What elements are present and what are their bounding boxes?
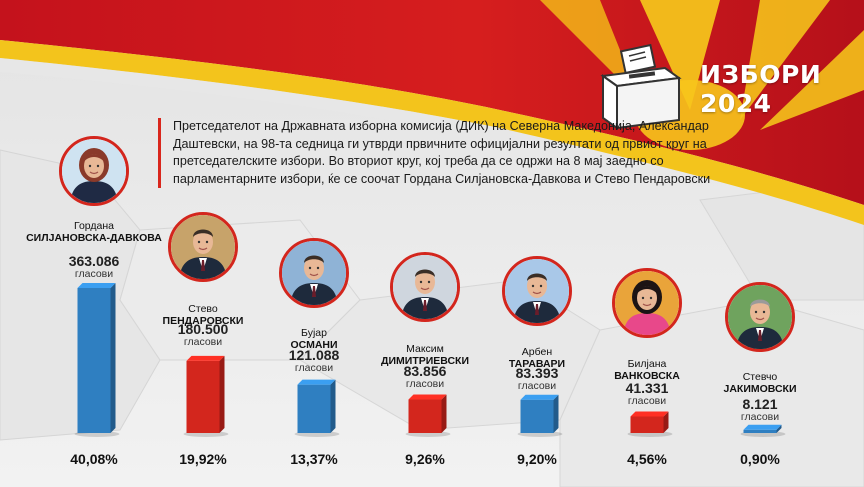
vote-count-value: 83.393: [515, 365, 559, 381]
vote-count-label: гласови: [517, 380, 557, 392]
bar: [294, 379, 340, 437]
headline-line2: 2024: [700, 89, 772, 118]
candidate-portrait: [502, 256, 572, 326]
candidate-last-name: ДИМИТРИЕВСКИ: [380, 355, 470, 367]
candidate-name: Арбен ТАРАВАРИ: [509, 346, 565, 370]
percentage-label: 40,08%: [70, 451, 118, 467]
candidate-portrait: [612, 268, 682, 338]
candidate-last-name: СИЛЈАНОВСКА-ДАВКОВА: [26, 232, 162, 244]
vote-count-value: 180.500: [177, 321, 229, 337]
candidate-first-name: Максим: [406, 343, 444, 355]
woman-portrait-icon: [615, 271, 679, 335]
percentage-label: 9,26%: [405, 451, 445, 467]
candidate-name: Бујар ОСМАНИ: [290, 327, 337, 351]
candidate-first-name: Стево: [188, 303, 218, 315]
candidate-portrait: [725, 282, 795, 352]
vote-count-label: гласови: [294, 362, 334, 374]
vote-count: 8.121 гласови: [741, 397, 779, 423]
description-text: Претседателот на Државната изборна комис…: [158, 118, 713, 188]
vote-count-value: 121.088: [288, 347, 340, 363]
candidate-name: Гордана СИЛЈАНОВСКА-ДАВКОВА: [26, 220, 162, 244]
candidate-last-name: ВАНКОВСКА: [614, 370, 680, 382]
headline-line1: ИЗБОРИ: [700, 60, 822, 89]
vote-count-value: 8.121: [742, 396, 778, 412]
candidate-portrait: [279, 238, 349, 308]
vote-count-label: гласови: [740, 411, 780, 423]
ballot-box-icon: [600, 43, 682, 130]
bar: [740, 424, 786, 437]
vote-count: 121.088 гласови: [289, 348, 340, 374]
candidate-name: Билјана ВАНКОВСКА: [614, 358, 680, 382]
vote-count-label: гласови: [183, 336, 223, 348]
candidate-first-name: Арбен: [521, 346, 553, 358]
percentage-label: 0,90%: [740, 451, 780, 467]
man-portrait-icon: [171, 215, 235, 279]
percentage-label: 9,20%: [517, 451, 557, 467]
candidate-portrait: [168, 212, 238, 282]
vote-count-label: гласови: [74, 268, 114, 280]
percentage-label: 13,37%: [290, 451, 338, 467]
bar: [627, 411, 673, 437]
man-portrait-icon: [282, 241, 346, 305]
bar: [183, 355, 229, 437]
vote-count-label: гласови: [627, 395, 667, 407]
vote-count: 180.500 гласови: [178, 322, 229, 348]
man-portrait-icon: [505, 259, 569, 323]
man-portrait-icon: [728, 285, 792, 349]
bar: [517, 394, 563, 437]
vote-count: 83.393 гласови: [516, 366, 559, 392]
candidate-first-name: Билјана: [627, 358, 667, 370]
headline: ИЗБОРИ 2024: [700, 60, 822, 118]
candidate-first-name: Стевчо: [742, 371, 778, 383]
vote-count-value: 83.856: [403, 363, 447, 379]
vote-count-value: 363.086: [68, 253, 120, 269]
percentage-label: 19,92%: [179, 451, 227, 467]
percentage-label: 4,56%: [627, 451, 667, 467]
candidate-portrait: [59, 136, 129, 206]
candidate-last-name: ПЕНДАРОВСКИ: [162, 315, 244, 327]
candidate-portrait: [390, 252, 460, 322]
bar: [405, 394, 451, 437]
candidate-first-name: Гордана: [73, 220, 115, 232]
man-portrait-icon: [393, 255, 457, 319]
vote-count: 41.331 гласови: [626, 381, 669, 407]
candidate-last-name: ЈАКИМОВСКИ: [723, 383, 797, 395]
candidate-first-name: Бујар: [301, 327, 327, 339]
candidate-last-name: ОСМАНИ: [290, 339, 338, 351]
bar: [74, 283, 120, 437]
vote-count: 83.856 гласови: [404, 364, 447, 390]
vote-count-label: гласови: [405, 378, 445, 390]
candidate-name: Стевчо ЈАКИМОВСКИ: [723, 371, 796, 395]
candidate-name: Максим ДИМИТРИЕВСКИ: [381, 343, 469, 367]
candidate-name: Стево ПЕНДАРОВСКИ: [163, 303, 244, 327]
vote-count: 363.086 гласови: [69, 254, 120, 280]
candidate-last-name: ТАРАВАРИ: [508, 358, 566, 370]
woman-portrait-icon: [62, 139, 126, 203]
vote-count-value: 41.331: [625, 380, 669, 396]
